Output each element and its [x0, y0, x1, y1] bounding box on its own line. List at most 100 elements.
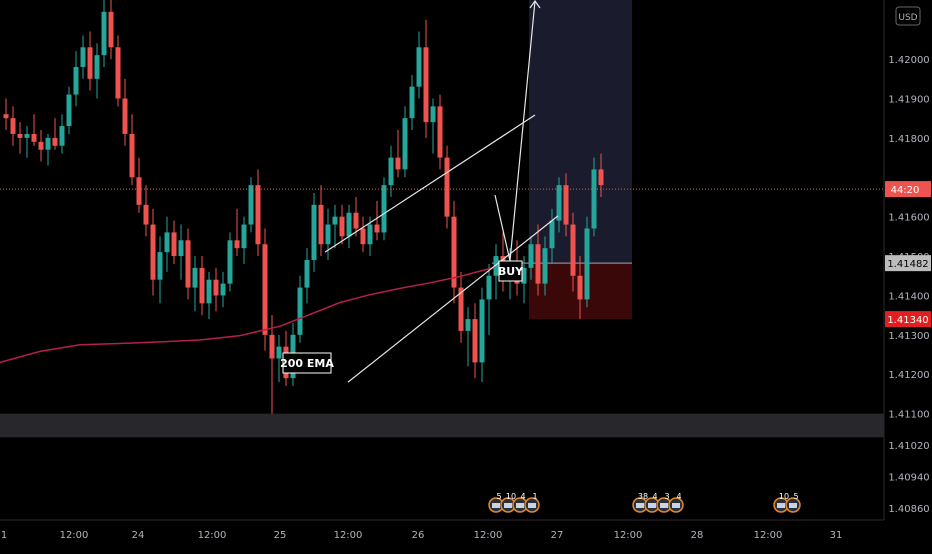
candle-body — [563, 185, 569, 225]
countdown-value: 44:20 — [891, 185, 920, 196]
candle — [17, 122, 23, 154]
current-price-value: 1.41482 — [887, 259, 928, 270]
candle — [3, 98, 9, 130]
target-zone — [529, 0, 632, 264]
candle — [157, 236, 163, 304]
candle-body — [31, 133, 37, 142]
candle-body — [10, 118, 16, 134]
candle — [556, 177, 562, 233]
candle-body — [451, 216, 457, 288]
currency-button[interactable]: USD — [895, 6, 921, 26]
candle — [206, 271, 212, 320]
candle — [339, 204, 345, 245]
candle — [311, 193, 317, 272]
candle-body — [241, 224, 247, 249]
y-tick-label: 1.41400 — [888, 291, 929, 302]
candle — [31, 114, 37, 146]
candle-body — [584, 228, 590, 300]
arrow-head-icon — [529, 0, 541, 9]
candle-body — [542, 248, 548, 284]
candle — [150, 208, 156, 296]
candle — [493, 244, 499, 300]
candle — [528, 236, 534, 280]
candle — [24, 126, 30, 158]
candle-body — [486, 275, 492, 300]
flag-icon — [528, 503, 536, 508]
candle — [143, 185, 149, 237]
candle-body — [192, 267, 198, 288]
candle — [451, 200, 457, 304]
candle — [241, 216, 247, 264]
candles — [3, 0, 604, 414]
candle — [192, 256, 198, 312]
candle-body — [395, 157, 401, 170]
candle — [472, 303, 478, 379]
candle — [101, 0, 107, 67]
candle — [570, 212, 576, 292]
candle — [374, 200, 380, 241]
channel-lower-line — [347, 215, 559, 383]
candle — [563, 173, 569, 237]
candle — [584, 216, 590, 308]
candle-body — [87, 47, 93, 79]
candle-body — [255, 185, 261, 245]
candle — [213, 267, 219, 312]
x-tick-label: 28 — [691, 530, 704, 541]
candle-body — [556, 185, 562, 221]
event-marker-group[interactable]: 38 4 3 4 — [632, 492, 684, 513]
event-marker-group[interactable]: 5 10 4 1 — [488, 492, 540, 513]
flag-icon — [504, 503, 512, 508]
x-tick-label: 12:00 — [198, 530, 227, 541]
candle — [45, 133, 51, 166]
candle-body — [213, 279, 219, 296]
candle-body — [73, 66, 79, 95]
candle-body — [353, 212, 359, 229]
candle-body — [332, 216, 338, 225]
candle-body — [66, 94, 72, 127]
flag-icon — [660, 503, 668, 508]
candle — [234, 208, 240, 257]
candle — [598, 153, 604, 197]
candle — [227, 232, 233, 292]
stop-price-value: 1.41340 — [887, 315, 928, 326]
candle-body — [269, 334, 275, 359]
candle-body — [227, 240, 233, 284]
candle — [171, 220, 177, 264]
x-tick-label: 12:00 — [474, 530, 503, 541]
candle — [269, 315, 275, 414]
event-marker-group[interactable]: 10 5 — [773, 492, 801, 513]
candle-body — [59, 126, 65, 146]
event-count: 1 — [532, 492, 537, 501]
candle-body — [234, 240, 240, 249]
candle — [535, 224, 541, 296]
candle-body — [17, 133, 23, 138]
candle — [402, 106, 408, 178]
candle-body — [521, 267, 527, 284]
time-axis — [0, 520, 932, 550]
candle — [297, 275, 303, 343]
candle — [458, 271, 464, 343]
candle — [185, 228, 191, 300]
candle — [87, 31, 93, 91]
event-count: 5 — [793, 492, 798, 501]
candle — [59, 114, 65, 154]
candle — [164, 216, 170, 272]
candle — [430, 98, 436, 154]
candle-body — [381, 185, 387, 233]
candle-body — [199, 267, 205, 304]
candle-body — [52, 137, 58, 146]
candle — [115, 35, 121, 107]
candle-body — [143, 204, 149, 225]
event-count: 10 — [779, 492, 789, 501]
candle — [129, 114, 135, 186]
candle-body — [150, 224, 156, 280]
candle — [255, 169, 261, 257]
y-tick-label: 1.40940 — [888, 473, 929, 484]
candle — [346, 204, 352, 249]
candle — [416, 31, 422, 99]
candle-body — [276, 346, 282, 359]
candle-body — [318, 204, 324, 245]
candle-body — [591, 169, 597, 229]
